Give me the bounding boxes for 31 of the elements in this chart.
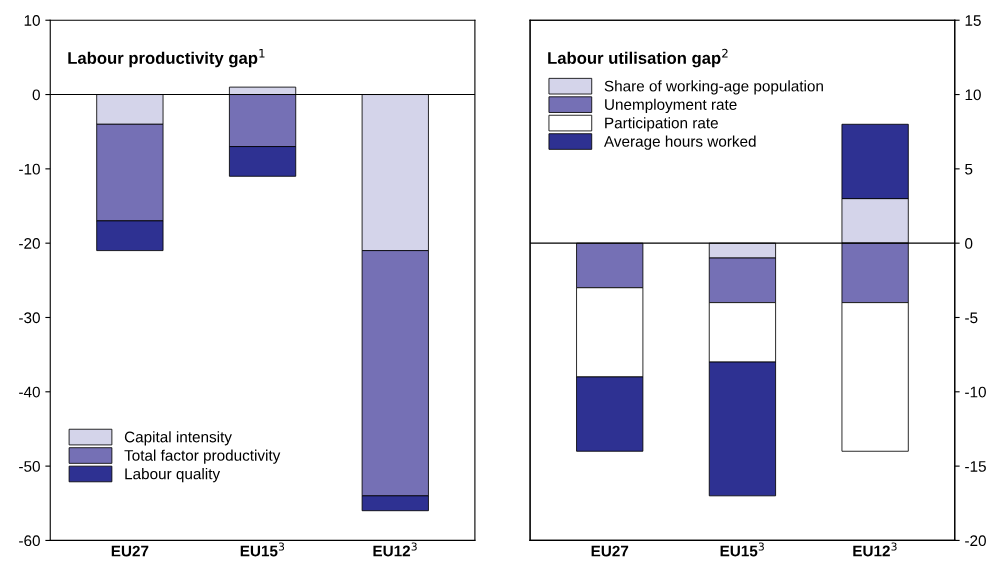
x-tick-label: EU12$^{3}$ bbox=[853, 542, 897, 557]
x-tick-label: EU12$^{3}$ bbox=[373, 542, 417, 557]
y2-tick-label: -5 bbox=[965, 312, 978, 324]
y-tick-label: -40 bbox=[19, 386, 40, 398]
legend-label: Labour quality bbox=[125, 468, 221, 483]
y-tick-label: 0 bbox=[32, 89, 40, 101]
y-tick-label: -30 bbox=[19, 312, 40, 324]
text: Labour utilisation gap$^{2}$ bbox=[548, 48, 728, 68]
y2-tick-label: -15 bbox=[965, 461, 986, 472]
y2-tick-label: 10 bbox=[965, 89, 981, 101]
x-tick-label: EU27 bbox=[111, 545, 149, 557]
y2-tick-label: -20 bbox=[965, 535, 986, 547]
legend-label: Capital intensity bbox=[124, 431, 232, 446]
x-tick-label: EU27 bbox=[591, 545, 629, 557]
legend-label: Total factor productivity bbox=[124, 449, 281, 464]
x-tick-label: EU15$^{3}$ bbox=[240, 542, 285, 557]
legend-label: Share of working-age population bbox=[604, 80, 823, 95]
y2-tick-label: -10 bbox=[965, 386, 986, 398]
y2-tick-label: 0 bbox=[965, 238, 973, 249]
legend-label: Average hours worked bbox=[603, 135, 756, 150]
y2-tick-label: 5 bbox=[965, 163, 973, 175]
legend-label: Unemployment rate bbox=[605, 98, 737, 113]
x-tick-label: EU15$^{3}$ bbox=[720, 542, 764, 557]
text: Labour productivity gap$^{1}$ bbox=[68, 48, 265, 68]
y-tick-label: -60 bbox=[19, 535, 40, 547]
legend-label: Participation rate bbox=[605, 117, 718, 132]
y2-tick-label: 15 bbox=[965, 15, 981, 26]
y-tick-label: -50 bbox=[19, 460, 40, 472]
y-tick-label: -20 bbox=[19, 238, 40, 249]
y-tick-label: -10 bbox=[19, 163, 40, 175]
y-tick-label: 10 bbox=[24, 15, 40, 26]
